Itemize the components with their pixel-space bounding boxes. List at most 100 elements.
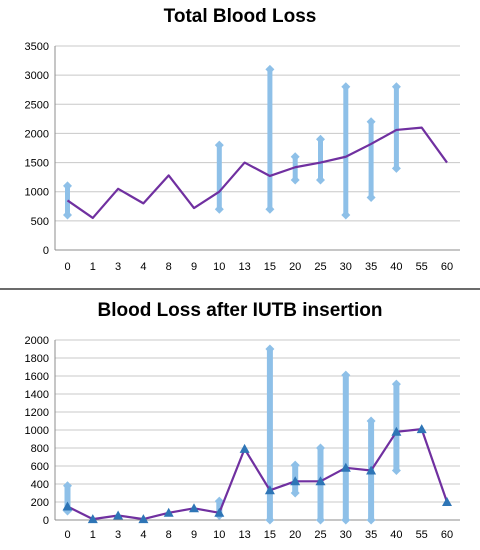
chart1-range-end-marker: [366, 117, 376, 127]
chart1-x-tick-label: 3: [115, 261, 121, 273]
chart2-data-point: [391, 426, 402, 436]
chart1-x-tick-label: 10: [213, 261, 225, 273]
chart1-range-end-marker: [63, 210, 72, 220]
chart-title-blood-loss-after-iutb: Blood Loss after IUTB insertion: [97, 300, 383, 321]
chart1-x-tick-label: 15: [264, 261, 276, 273]
chart1-x-tick-label: 55: [416, 261, 428, 273]
chart2-range-end-marker: [63, 481, 72, 491]
chart2-data-point: [315, 476, 326, 486]
chart2-x-tick-label: 15: [264, 529, 276, 541]
chart2-data-point: [138, 514, 149, 524]
chart1-range-end-marker: [341, 210, 351, 220]
chart2-y-tick-label: 0: [43, 515, 49, 527]
chart1-y-tick-label: 2500: [25, 99, 49, 111]
chart2-data-point: [189, 503, 199, 513]
chart1-y-tick-label: 0: [43, 245, 49, 257]
chart2-x-tick-label: 13: [238, 529, 250, 541]
chart1-range-end-marker: [63, 181, 72, 191]
chart-divider: [0, 288, 480, 290]
chart1-range-end-marker: [265, 204, 275, 214]
chart2-range-end-marker: [341, 515, 351, 525]
chart2-data-point: [366, 465, 377, 475]
chart2-x-tick-label: 4: [140, 529, 146, 541]
chart2-x-tick-label: 8: [166, 529, 172, 541]
chart2-x-tick-label: 3: [115, 529, 121, 541]
chart1-range-end-marker: [391, 163, 401, 173]
chart2-y-tick-label: 1000: [25, 425, 49, 437]
chart2-data-point: [239, 443, 250, 453]
chart1-x-tick-label: 0: [64, 261, 70, 273]
chart1-x-tick-label: 1: [90, 261, 96, 273]
chart1-range-end-marker: [290, 175, 300, 185]
chart1-range-end-marker: [214, 140, 224, 150]
chart1-range-end-marker: [341, 82, 351, 92]
chart2-range-end-marker: [290, 488, 300, 498]
chart2-y-tick-label: 400: [31, 479, 49, 491]
chart2-y-tick-label: 1600: [25, 371, 49, 383]
chart2-range-end-marker: [214, 496, 224, 506]
chart1-y-tick-label: 500: [31, 216, 49, 228]
chart1-x-tick-label: 35: [365, 261, 377, 273]
chart2-x-tick-label: 35: [365, 529, 377, 541]
chart2-x-tick-label: 20: [289, 529, 301, 541]
chart1-range-end-marker: [214, 204, 224, 214]
chart1-x-tick-label: 25: [314, 261, 326, 273]
chart2-x-tick-label: 60: [441, 529, 453, 541]
chart2-range-end-marker: [290, 460, 300, 470]
chart2-range-end-marker: [341, 370, 351, 380]
chart1-range-end-marker: [366, 193, 376, 203]
chart2-range-end-marker: [316, 515, 325, 525]
chart2-range-end-marker: [391, 379, 401, 389]
chart2-range-end-marker: [265, 344, 275, 354]
chart2-data-point: [214, 507, 225, 517]
chart1-y-tick-label: 3500: [25, 41, 49, 53]
chart1-x-tick-label: 4: [140, 261, 146, 273]
chart2-y-tick-label: 1200: [25, 407, 49, 419]
chart1-range-end-marker: [265, 64, 275, 74]
chart1-y-tick-label: 1500: [25, 158, 49, 170]
chart2-data-point: [290, 476, 301, 486]
chart2-y-tick-label: 600: [31, 461, 49, 473]
chart1-range-end-marker: [290, 152, 300, 162]
chart1-range-end-marker: [391, 82, 401, 92]
chart2-data-point: [340, 462, 351, 472]
chart2-data-point: [113, 510, 124, 520]
chart2-x-tick-label: 1: [90, 529, 96, 541]
chart2-y-tick-label: 800: [31, 443, 49, 455]
chart1-range-end-marker: [316, 134, 325, 144]
chart2-x-tick-label: 9: [191, 529, 197, 541]
chart2-y-tick-label: 1800: [25, 353, 49, 365]
chart2-x-tick-label: 25: [314, 529, 326, 541]
chart2-range-end-marker: [265, 515, 275, 525]
chart1-x-tick-label: 60: [441, 261, 453, 273]
chart1-x-tick-label: 8: [166, 261, 172, 273]
chart1-y-tick-label: 1000: [25, 187, 49, 199]
chart2-range-end-marker: [366, 515, 376, 525]
chart2-x-tick-label: 10: [213, 529, 225, 541]
chart-title-total-blood-loss: Total Blood Loss: [163, 6, 317, 27]
chart2-y-tick-label: 2000: [25, 335, 49, 347]
chart2-y-tick-label: 200: [31, 497, 49, 509]
chart2-x-tick-label: 55: [416, 529, 428, 541]
chart1-x-tick-label: 40: [390, 261, 402, 273]
chart2-x-tick-label: 30: [340, 529, 352, 541]
chart2-data-point: [264, 485, 275, 495]
chart2-x-tick-label: 0: [64, 529, 70, 541]
chart2-y-tick-label: 1400: [25, 389, 49, 401]
chart2-data-point: [87, 514, 98, 524]
chart2-data-point: [163, 507, 174, 517]
chart2-series-line: [67, 428, 449, 521]
chart1-x-tick-label: 20: [289, 261, 301, 273]
chart2-data-point: [62, 501, 73, 511]
chart1-range-end-marker: [316, 175, 325, 185]
chart2-range-end-marker: [366, 416, 376, 426]
chart1-y-tick-label: 2000: [25, 128, 49, 140]
chart1-x-tick-label: 9: [191, 261, 197, 273]
chart1-y-tick-label: 3000: [25, 70, 49, 82]
chart1-x-tick-label: 30: [340, 261, 352, 273]
chart1-series-line: [66, 126, 448, 220]
chart2-data-point: [442, 497, 452, 506]
